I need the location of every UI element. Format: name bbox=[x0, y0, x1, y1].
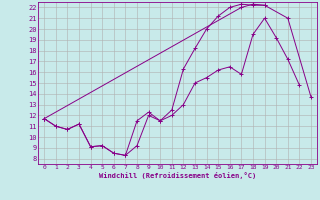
X-axis label: Windchill (Refroidissement éolien,°C): Windchill (Refroidissement éolien,°C) bbox=[99, 172, 256, 179]
